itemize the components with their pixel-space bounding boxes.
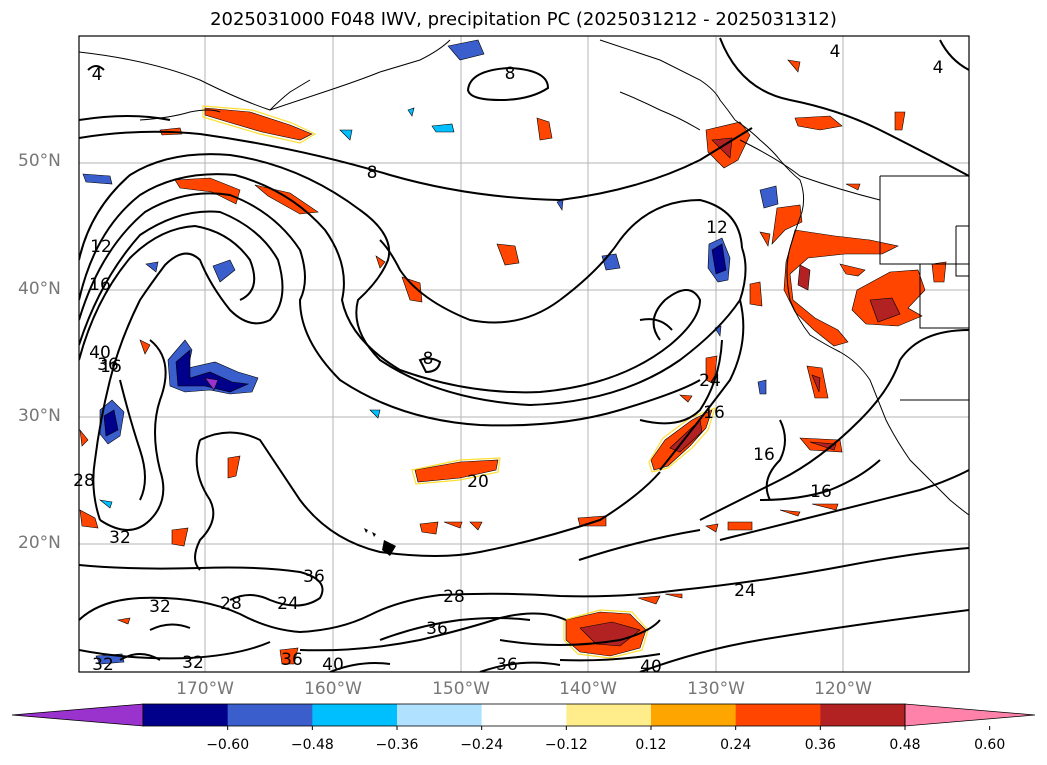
colorbar-tick-label: 0.12: [635, 737, 667, 753]
contour-label: 32: [182, 653, 204, 673]
contour-label: 24: [734, 581, 756, 601]
lon-label-170w: 170°W: [176, 679, 234, 699]
contour-label: 8: [423, 349, 434, 369]
contour-label: 16: [810, 482, 832, 502]
lon-label-130w: 130°W: [687, 679, 745, 699]
contour-label: 28: [220, 594, 242, 614]
contour-label: 36: [97, 355, 119, 375]
plot-frame: [78, 35, 970, 673]
hawaii-island: [382, 540, 396, 556]
colorbar-extend-max: [904, 703, 1036, 727]
contour-label: 12: [706, 218, 728, 238]
contour-label: 36: [281, 650, 303, 670]
colorbar-tick-label: −0.60: [206, 737, 250, 753]
colorbar-segment: [143, 704, 229, 726]
colorbar-tick-label: −0.48: [290, 737, 334, 753]
colorbar-extend-min: [11, 703, 144, 727]
iwv-contours: [79, 37, 969, 672]
lon-label-140w: 140°W: [559, 679, 617, 699]
colorbar-border: [142, 703, 906, 727]
map-title: 2025031000 F048 IWV, precipitation PC (2…: [210, 9, 837, 30]
contour-label: 36: [303, 567, 325, 587]
contour-label: 4: [92, 65, 103, 85]
contour-label: 8: [367, 163, 378, 183]
colorbar-tick-label: −0.36: [375, 737, 419, 753]
contour-label: 28: [73, 471, 95, 491]
contour-label: 20: [467, 472, 489, 492]
contour-label: 36: [496, 655, 518, 675]
contour-label: 4: [933, 58, 944, 78]
colorbar-segment: [397, 704, 483, 726]
contour-label: 28: [443, 587, 465, 607]
precip-patches: [79, 39, 947, 665]
plot-area: [79, 36, 969, 672]
lon-label-120w: 120°W: [814, 679, 872, 699]
contour-label: 16: [89, 275, 111, 295]
contour-label: 36: [426, 619, 448, 639]
contour-label-group: 4 4 4 8 8 8 12 12 16 16 16 16 16 20 24 2…: [73, 42, 943, 677]
contour-label: 40: [322, 655, 344, 675]
lat-label-40n: 40°N: [18, 279, 61, 299]
lon-label-160w: 160°W: [304, 679, 362, 699]
lat-label-50n: 50°N: [18, 151, 61, 171]
colorbar-segment: [481, 704, 567, 726]
colorbar-segment: [566, 704, 652, 726]
lat-label-30n: 30°N: [18, 406, 61, 426]
colorbar-segment: [651, 704, 737, 726]
hawaii-small-islands: [364, 528, 376, 537]
colorbar-tick-label: −0.12: [544, 737, 588, 753]
colorbar-tick-label: 0.60: [974, 737, 1006, 753]
contour-label: 40: [89, 343, 111, 363]
colorbar-segment: [312, 704, 398, 726]
colorbar-tick-label: 0.48: [889, 737, 921, 753]
contour-label: 24: [277, 594, 299, 614]
colorbar: [11, 703, 1036, 730]
lat-label-20n: 20°N: [18, 533, 61, 553]
coastlines: [79, 39, 969, 516]
colorbar-segment: [735, 704, 821, 726]
colorbar-tick-label: −0.24: [460, 737, 504, 753]
contour-label: 24: [699, 371, 721, 391]
contour-label: 16: [753, 445, 775, 465]
contour-label: 32: [109, 528, 131, 548]
colorbar-tick-label: 0.36: [804, 737, 836, 753]
colorbar-segment: [820, 704, 906, 726]
lon-label-150w: 150°W: [432, 679, 490, 699]
contour-label: 16: [703, 403, 725, 423]
contour-label: 32: [149, 597, 171, 617]
contour-label: 8: [505, 64, 516, 84]
contour-label: 32: [92, 655, 114, 675]
contour-label: 4: [830, 42, 841, 62]
colorbar-tick-label: 0.24: [720, 737, 752, 753]
contour-label: 16: [100, 357, 122, 377]
contour-label: 40: [640, 657, 662, 677]
colorbar-segment: [227, 704, 313, 726]
contour-label: 12: [90, 237, 112, 257]
